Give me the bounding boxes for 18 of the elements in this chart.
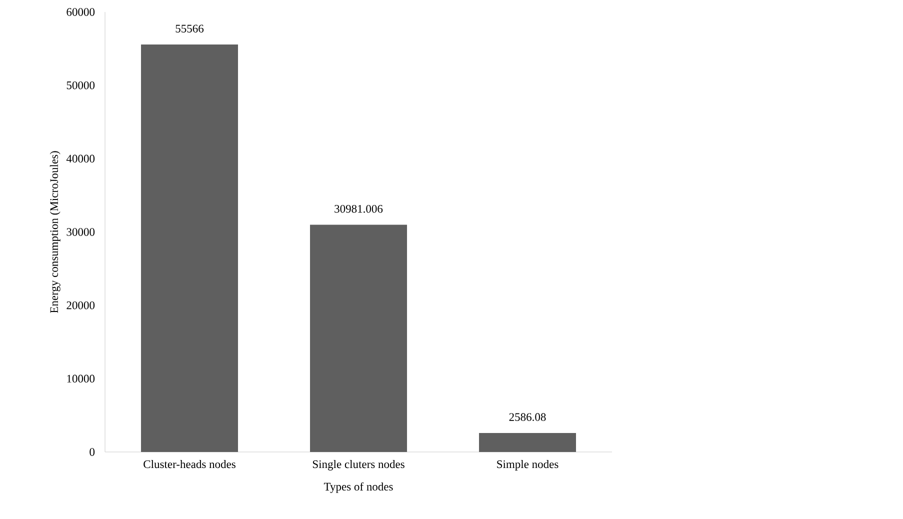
x-tick-label: Simple nodes <box>497 460 558 470</box>
data-label: 30981.006 <box>334 204 383 213</box>
y-tick-label: 10000 <box>67 374 95 383</box>
bar <box>310 224 408 452</box>
bar <box>141 44 238 452</box>
y-axis-title: Energy consumption (MicroJoules) <box>50 151 60 313</box>
bar <box>479 433 576 452</box>
data-label: 55566 <box>176 24 204 32</box>
data-label: 2586.08 <box>509 413 546 421</box>
x-tick-label: Cluster-heads nodes <box>144 460 236 468</box>
y-tick-label: 40000 <box>66 154 95 163</box>
y-tick-label: 30000 <box>66 228 95 236</box>
x-tick-label: Single cluters nodes <box>312 460 404 470</box>
y-tick-label: 50000 <box>66 81 95 90</box>
y-tick-label: 60000 <box>66 8 95 16</box>
x-axis-title: Types of nodes <box>324 482 393 493</box>
y-tick-label: 0 <box>90 448 95 456</box>
y-tick-label: 20000 <box>66 301 95 310</box>
